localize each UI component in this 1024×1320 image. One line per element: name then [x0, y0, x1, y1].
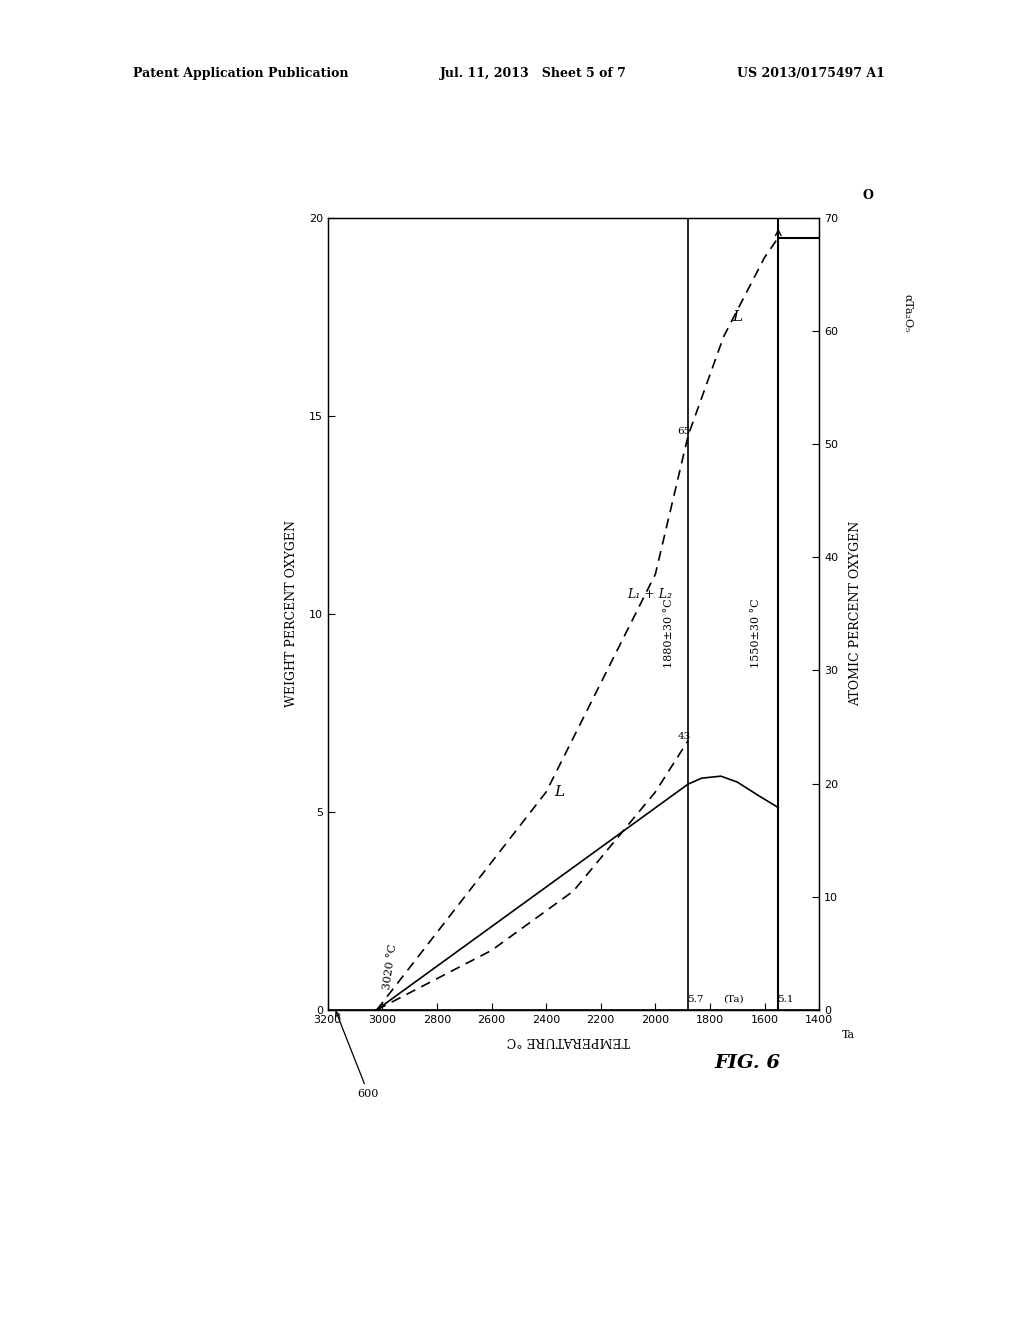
- Text: 600: 600: [336, 1011, 379, 1100]
- Text: US 2013/0175497 A1: US 2013/0175497 A1: [737, 67, 885, 81]
- Text: L: L: [555, 785, 565, 799]
- Text: Ta: Ta: [842, 1030, 855, 1040]
- Text: Jul. 11, 2013   Sheet 5 of 7: Jul. 11, 2013 Sheet 5 of 7: [440, 67, 627, 81]
- Text: αTa₂O₅: αTa₂O₅: [903, 293, 912, 333]
- Text: Patent Application Publication: Patent Application Publication: [133, 67, 348, 81]
- Y-axis label: ATOMIC PERCENT OXYGEN: ATOMIC PERCENT OXYGEN: [849, 521, 862, 706]
- Text: O: O: [863, 189, 873, 202]
- Text: 1550±30 °C: 1550±30 °C: [752, 599, 762, 668]
- Text: 1880±30 °C: 1880±30 °C: [664, 599, 674, 668]
- Text: (Ta): (Ta): [723, 995, 743, 1003]
- Text: 5.7: 5.7: [687, 995, 703, 1003]
- Text: 3020 °C: 3020 °C: [382, 942, 398, 990]
- Text: L₁ + L₂: L₁ + L₂: [628, 587, 673, 601]
- Y-axis label: WEIGHT PERCENT OXYGEN: WEIGHT PERCENT OXYGEN: [285, 520, 298, 708]
- Text: 43: 43: [678, 733, 691, 741]
- Text: TEMPERATURE °C: TEMPERATURE °C: [507, 1034, 630, 1047]
- Text: FIG. 6: FIG. 6: [715, 1053, 780, 1072]
- Text: 65: 65: [678, 428, 691, 436]
- Text: 5.1: 5.1: [777, 995, 794, 1003]
- Text: L: L: [732, 310, 742, 323]
